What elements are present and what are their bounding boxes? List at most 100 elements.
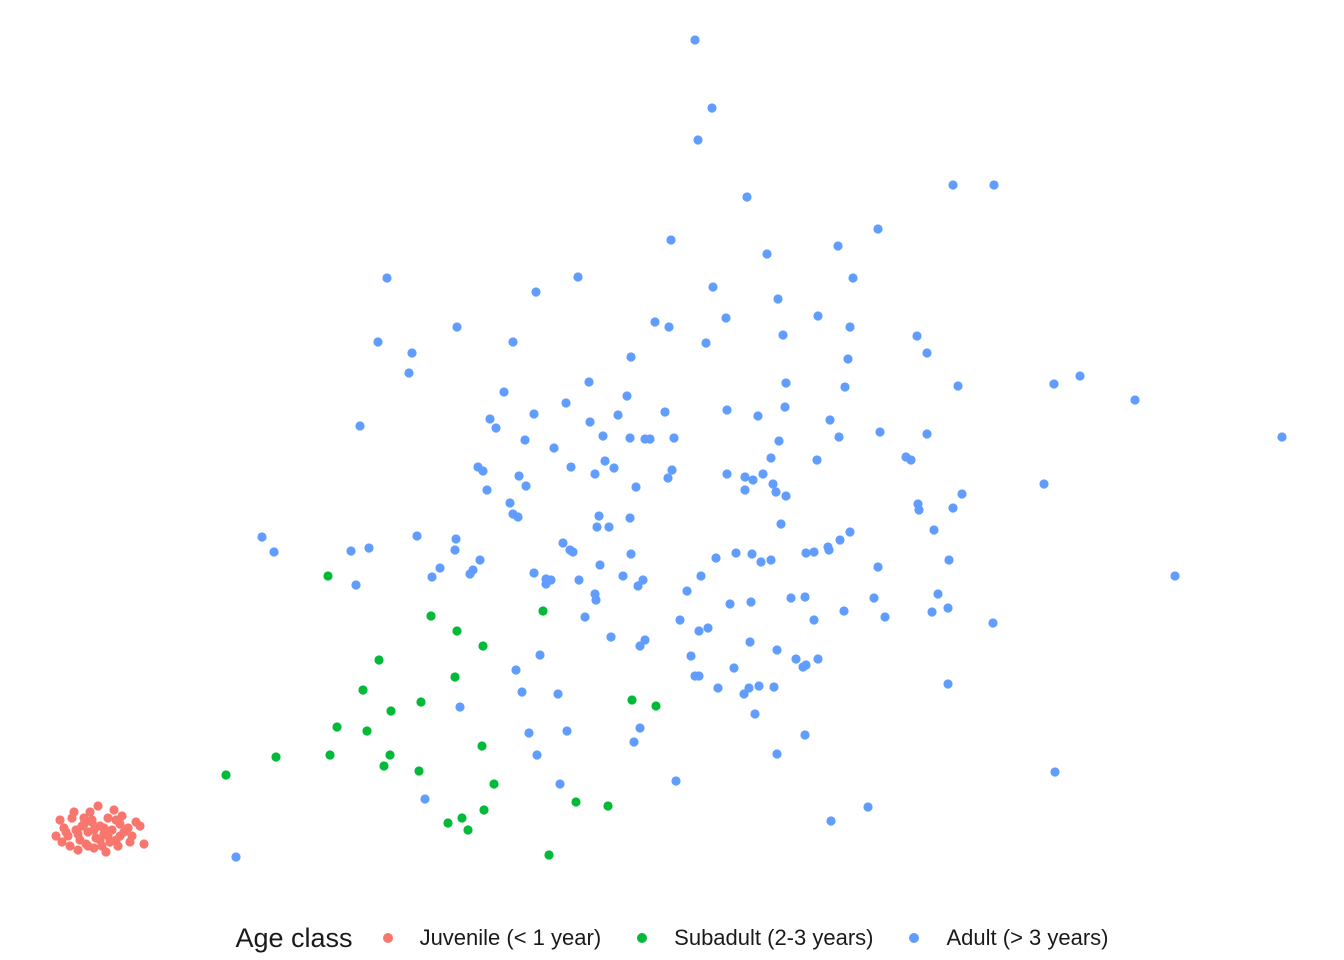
point-subadult-3 [325,750,335,760]
point-subadult-22 [489,779,499,789]
point-adult-31 [404,368,414,378]
point-adult-97 [592,522,602,532]
point-adult-159 [686,651,696,661]
point-adult-152 [694,626,704,636]
point-adult-42 [660,407,670,417]
point-adult-37 [953,381,963,391]
point-adult-13 [531,287,541,297]
point-adult-63 [922,429,932,439]
point-juvenile-45 [73,829,83,839]
series-subadult [221,571,661,860]
point-adult-149 [880,612,890,622]
point-adult-141 [786,593,796,603]
point-adult-20 [452,322,462,332]
point-adult-43 [722,405,732,415]
point-juvenile-28 [109,805,119,815]
point-adult-108 [558,538,568,548]
point-subadult-9 [385,750,395,760]
point-adult-9 [762,249,772,259]
scatter-plot [51,35,1287,862]
point-juvenile-44 [95,835,105,845]
point-juvenile-27 [93,801,103,811]
point-adult-82 [1039,479,1049,489]
point-adult-3 [742,192,752,202]
point-adult-22 [912,331,922,341]
point-adult-16 [813,311,823,321]
point-adult-71 [609,463,619,473]
point-adult-107 [450,545,460,555]
point-adult-74 [514,471,524,481]
point-adult-6 [873,224,883,234]
point-adult-53 [491,423,501,433]
point-adult-73 [812,455,822,465]
point-adult-52 [1277,432,1287,442]
point-juvenile-35 [125,837,135,847]
point-subadult-7 [374,655,384,665]
point-adult-88 [781,491,791,501]
point-subadult-27 [627,695,637,705]
legend-label-juvenile: Juvenile (< 1 year) [419,925,602,950]
point-adult-179 [562,726,572,736]
point-adult-79 [590,469,600,479]
point-adult-185 [1050,767,1060,777]
point-subadult-14 [443,818,453,828]
point-adult-180 [635,723,645,733]
point-subadult-21 [479,805,489,815]
point-adult-48 [753,411,763,421]
point-adult-116 [766,555,776,565]
point-subadult-24 [544,850,554,860]
point-subadult-2 [271,752,281,762]
point-adult-131 [595,560,605,570]
point-adult-104 [364,543,374,553]
point-adult-69 [566,462,576,472]
point-adult-62 [834,432,844,442]
point-adult-27 [407,348,417,358]
point-adult-160 [729,663,739,673]
point-juvenile-17 [123,823,133,833]
point-adult-47 [613,410,623,420]
point-adult-183 [532,750,542,760]
point-adult-39 [622,391,632,401]
point-adult-92 [948,503,958,513]
point-adult-26 [778,330,788,340]
point-adult-187 [671,776,681,786]
point-adult-112 [711,553,721,563]
point-subadult-5 [358,685,368,695]
point-adult-87 [771,487,781,497]
point-juvenile-0 [55,815,65,825]
point-adult-200 [675,615,685,625]
legend-item-adult: Adult (> 3 years) [909,925,1109,951]
point-adult-12 [573,272,583,282]
point-juvenile-46 [87,817,97,827]
point-adult-72 [667,465,677,475]
point-adult-51 [355,421,365,431]
point-subadult-26 [603,801,613,811]
point-subadult-4 [332,722,342,732]
point-adult-95 [625,513,635,523]
point-adult-140 [933,589,943,599]
point-adult-193 [638,575,648,585]
point-adult-117 [809,547,819,557]
point-adult-34 [584,377,594,387]
point-adult-174 [769,682,779,692]
legend: Age class Juvenile (< 1 year) Subadult (… [0,916,1344,960]
point-adult-153 [606,632,616,642]
point-adult-167 [694,671,704,681]
point-juvenile-43 [83,841,93,851]
point-adult-7 [666,235,676,245]
point-adult-23 [373,337,383,347]
point-adult-139 [800,592,810,602]
point-adult-41 [561,398,571,408]
point-adult-85 [740,485,750,495]
point-adult-147 [927,607,937,617]
point-adult-21 [845,322,855,332]
point-adult-122 [475,555,485,565]
point-adult-133 [944,555,954,565]
point-adult-56 [520,435,530,445]
point-adult-157 [772,645,782,655]
point-adult-81 [748,475,758,485]
point-adult-134 [873,562,883,572]
legend-item-juvenile: Juvenile (< 1 year) [382,925,602,951]
point-adult-115 [756,557,766,567]
legend-key-juvenile [382,933,393,943]
